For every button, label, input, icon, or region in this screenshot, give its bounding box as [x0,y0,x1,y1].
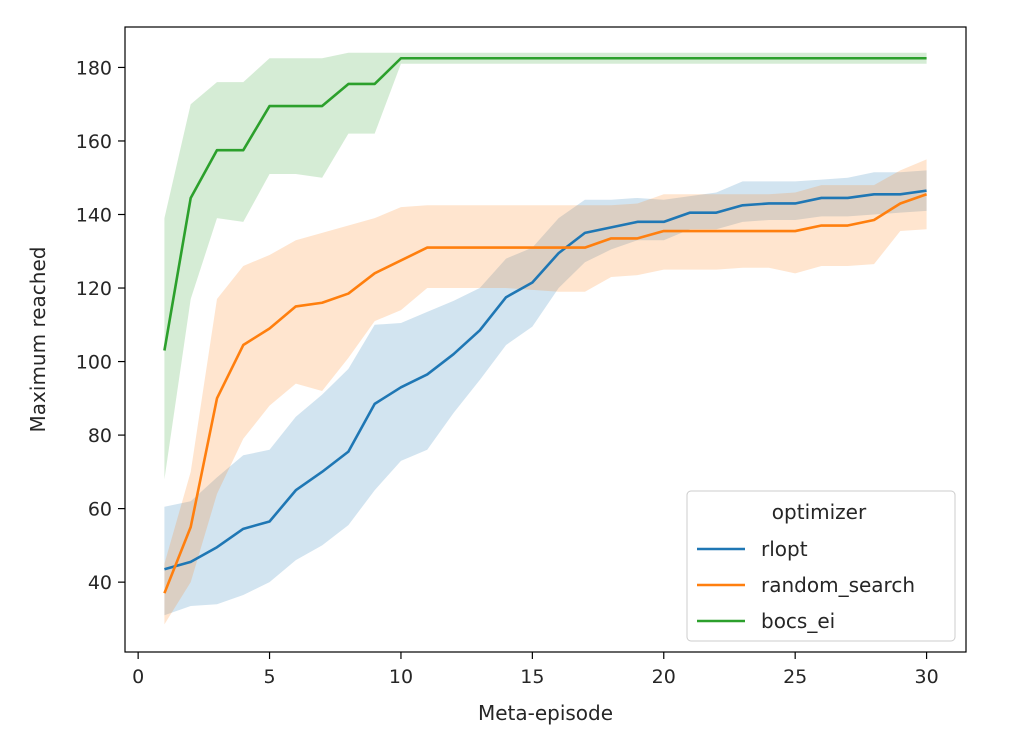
legend-label-bocs_ei: bocs_ei [761,609,835,633]
confidence-bands [164,52,927,625]
x-tick-label: 20 [652,666,676,688]
y-tick-label: 60 [88,499,112,521]
y-tick-label: 80 [88,425,112,447]
legend: optimizer rlopt random_search bocs_ei [686,490,956,642]
series-lines [163,56,928,594]
x-axis-label: Meta-episode [478,701,613,725]
x-axis-ticks: 0 5 10 15 20 25 30 [132,652,939,688]
legend-title: optimizer [772,500,867,524]
y-tick-label: 40 [88,572,112,594]
x-tick-label: 30 [914,666,938,688]
legend-label-rlopt: rlopt [761,537,808,561]
legend-box [686,490,956,642]
bocs_ei-confidence-band [164,52,927,480]
legend-label-random_search: random_search [761,573,915,597]
plot-frame [124,26,967,653]
y-axis-ticks: 40 60 80 100 120 140 160 180 [76,57,125,594]
y-tick-label: 160 [76,131,112,153]
x-tick-label: 5 [264,666,276,688]
x-tick-label: 25 [783,666,807,688]
random_search-line [163,193,928,594]
random_search-confidence-band [164,159,927,625]
bocs_ei-line [163,56,927,351]
rlopt-confidence-band [164,170,927,616]
y-tick-label: 120 [76,278,112,300]
rlopt-line [164,189,927,571]
y-tick-label: 180 [76,57,112,79]
y-tick-label: 140 [76,205,112,227]
x-tick-label: 0 [132,666,144,688]
y-tick-label: 100 [76,352,112,374]
y-axis-label: Maximum reached [26,247,50,433]
legend-entries: rlopt random_search bocs_ei [697,537,915,633]
x-tick-label: 15 [520,666,544,688]
x-tick-label: 10 [389,666,413,688]
